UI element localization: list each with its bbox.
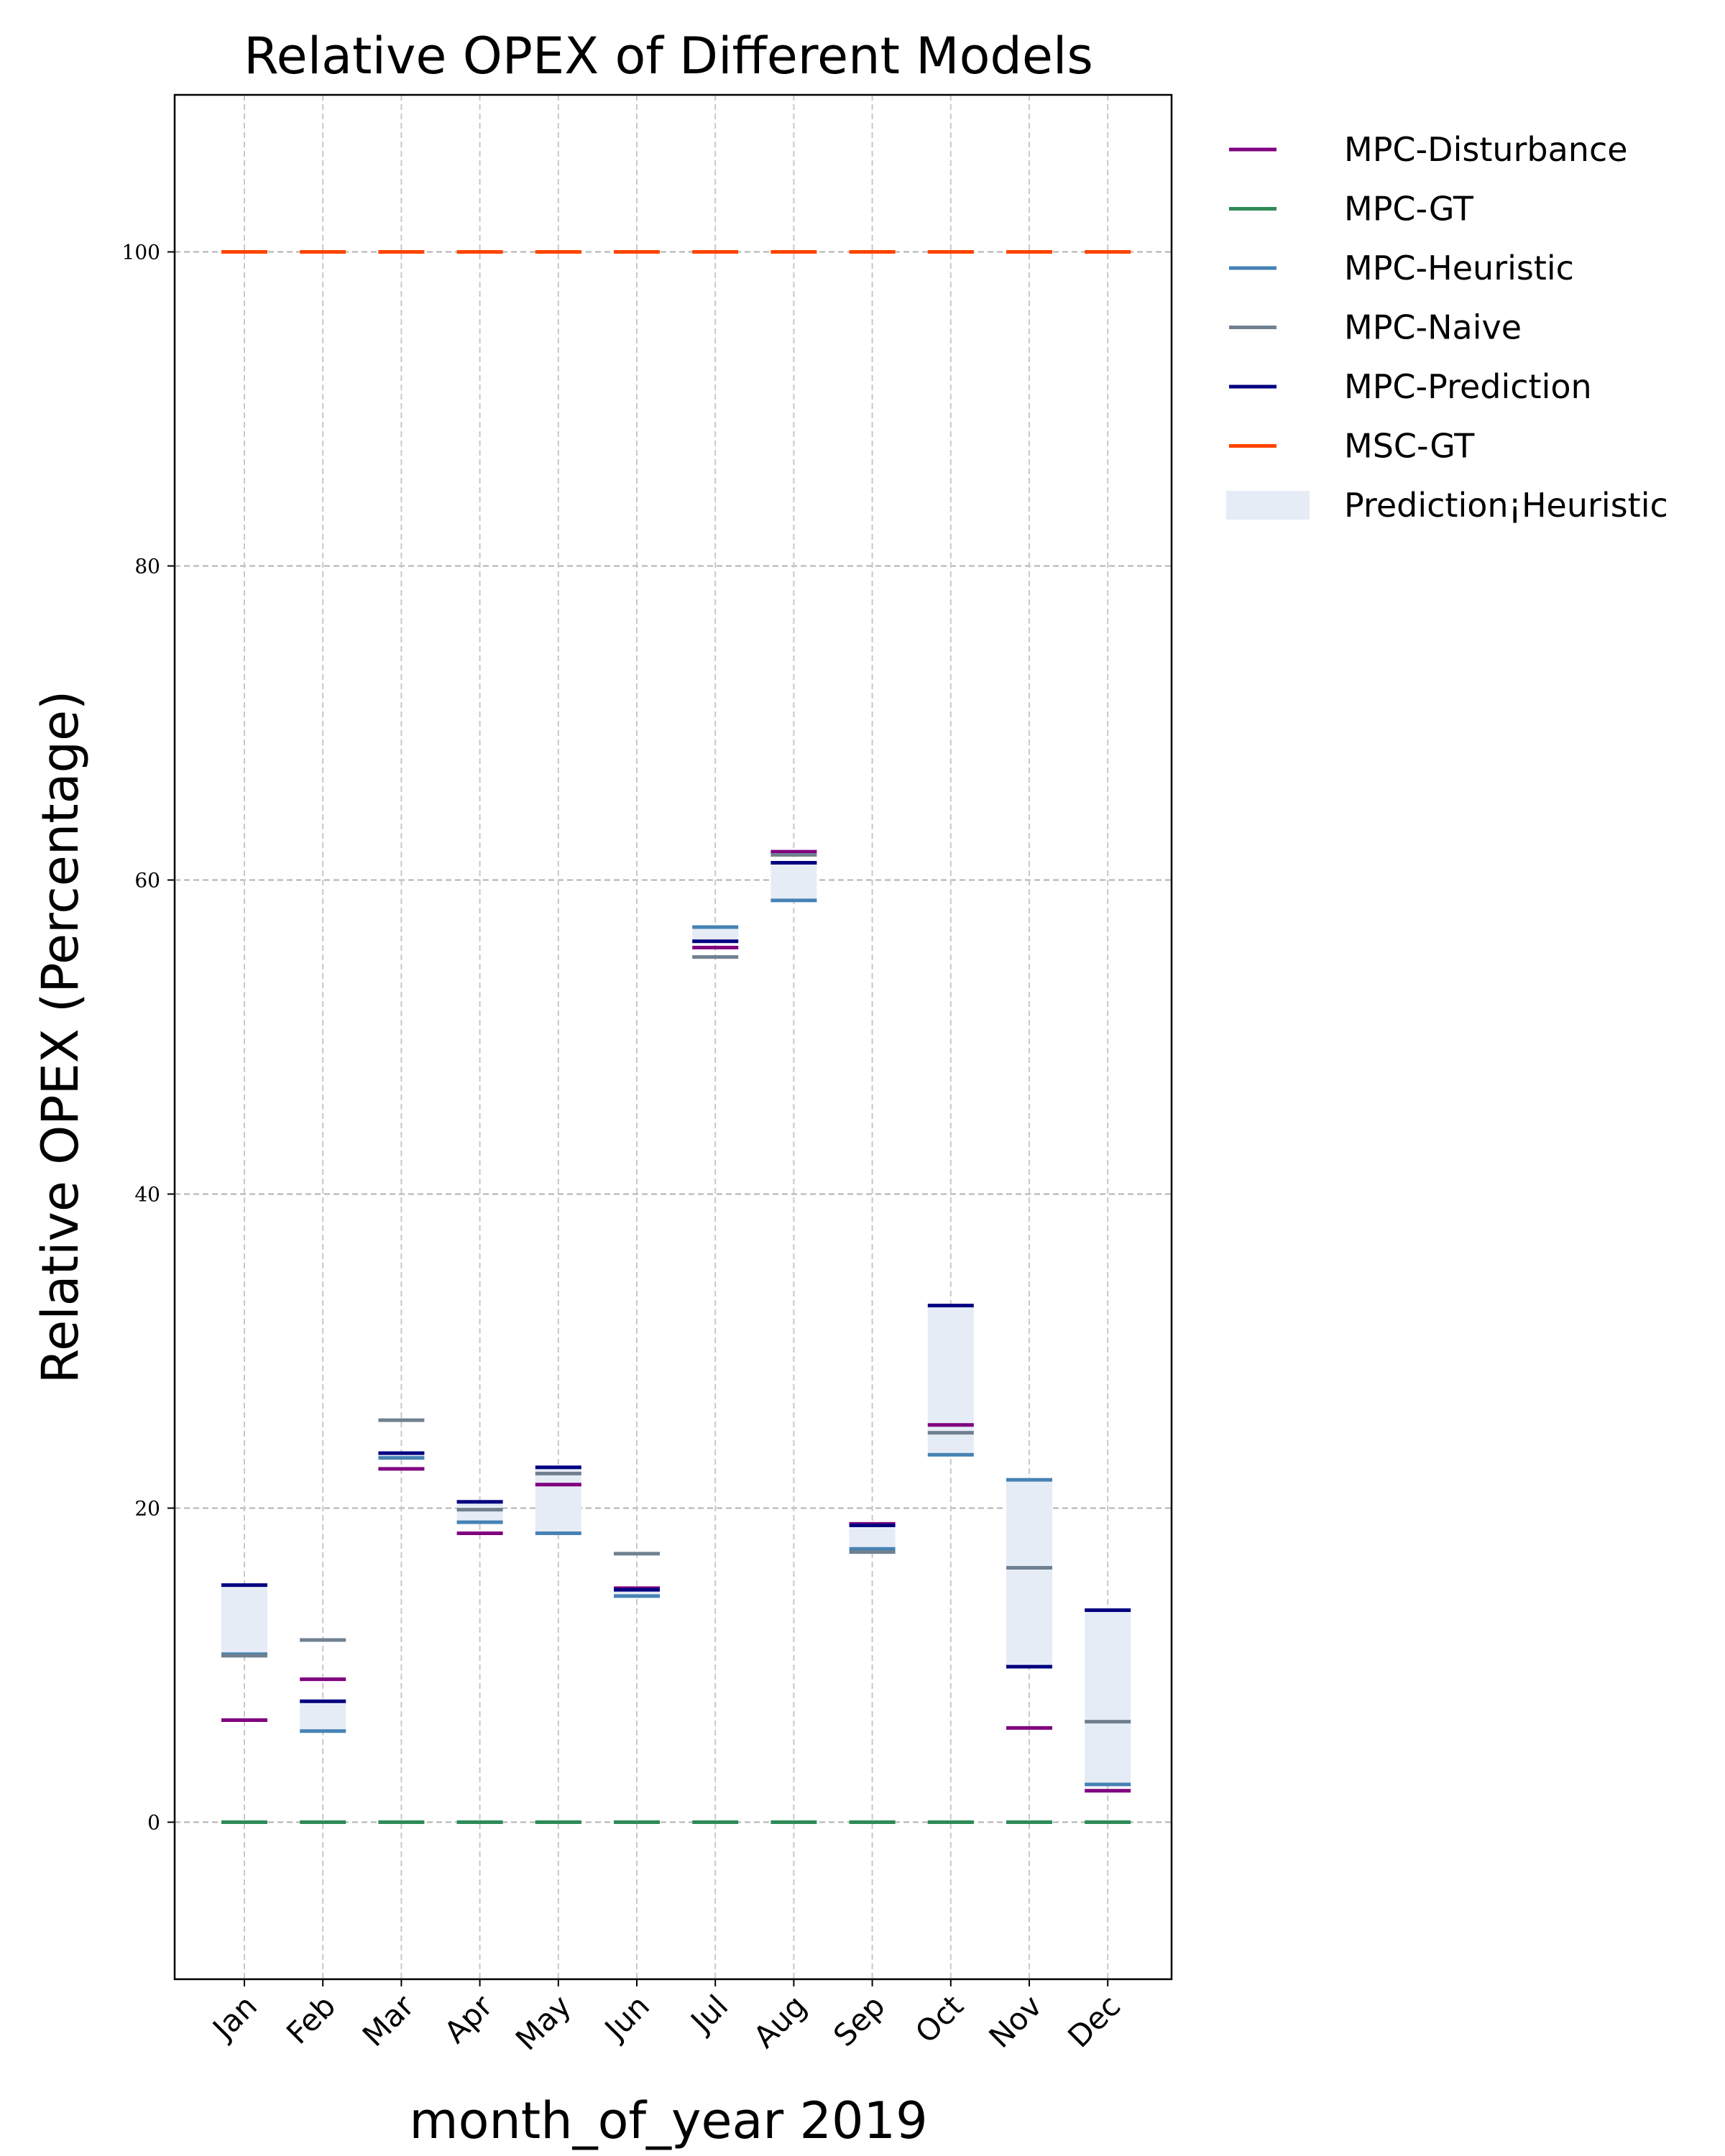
shaded-range-bar bbox=[770, 862, 817, 900]
y-axis-ticks: 0 20 40 60 80 100 bbox=[122, 241, 175, 1835]
shaded-range-bar bbox=[1085, 1610, 1131, 1785]
y-tick-label: 40 bbox=[134, 1183, 160, 1207]
shaded-range-bar bbox=[849, 1525, 896, 1549]
x-tick-label: Apr bbox=[438, 1988, 500, 2050]
shaded-range-bar bbox=[927, 1305, 974, 1455]
x-tick-label: Feb bbox=[280, 1988, 342, 2050]
x-tick-label: Nov bbox=[982, 1988, 1049, 2055]
legend-label-mpc-naive: MPC-Naive bbox=[1344, 308, 1522, 347]
shade-layer bbox=[221, 862, 1131, 1785]
x-tick-label: Aug bbox=[747, 1988, 814, 2055]
legend-label-mpc-gt: MPC-GT bbox=[1344, 190, 1474, 229]
grid-layer bbox=[175, 95, 1172, 1979]
y-tick-label: 60 bbox=[134, 869, 160, 893]
shaded-range-bar bbox=[300, 1701, 346, 1731]
legend-label-shaded-range: Prediction¡Heuristic bbox=[1344, 486, 1668, 525]
legend-label-mpc-prediction: MPC-Prediction bbox=[1344, 367, 1592, 406]
y-tick-label: 80 bbox=[134, 555, 160, 579]
shaded-range-bar bbox=[614, 1590, 660, 1596]
legend-swatch-shaded-range bbox=[1226, 491, 1310, 520]
shaded-range-bar bbox=[692, 927, 739, 941]
y-tick-label: 0 bbox=[147, 1811, 160, 1835]
x-tick-label: Jun bbox=[597, 1988, 656, 2047]
shaded-range-bar bbox=[456, 1501, 503, 1523]
legend: MPC-Disturbance MPC-GT MPC-Heuristic MPC-Na… bbox=[1226, 130, 1668, 525]
legend-label-mpc-heuristic: MPC-Heuristic bbox=[1344, 249, 1574, 287]
x-tick-label: May bbox=[509, 1988, 578, 2057]
x-tick-label: Dec bbox=[1061, 1988, 1127, 2054]
legend-label-mpc-disturbance: MPC-Disturbance bbox=[1344, 130, 1628, 169]
x-tick-label: Jan bbox=[205, 1988, 264, 2047]
x-tick-label: Jul bbox=[683, 1988, 735, 2040]
plot-frame bbox=[173, 93, 1173, 1981]
marks-layer bbox=[221, 250, 1131, 1824]
legend-label-msc-gt: MSC-GT bbox=[1344, 427, 1475, 466]
shaded-range-bar bbox=[378, 1453, 425, 1458]
chart-title: Relative OPEX of Different Models bbox=[244, 27, 1093, 86]
x-tick-label: Mar bbox=[356, 1988, 421, 2053]
x-axis-ticks: Jan Feb Mar Apr May Jun Jul Aug Sep Oct Nov Dec bbox=[205, 1979, 1127, 2057]
x-axis-label: month_of_year 2019 bbox=[409, 2091, 927, 2150]
shaded-range-bar bbox=[535, 1467, 581, 1534]
y-tick-label: 100 bbox=[122, 241, 160, 264]
x-tick-label: Oct bbox=[908, 1988, 970, 2050]
y-tick-label: 20 bbox=[134, 1497, 160, 1521]
x-tick-label: Sep bbox=[827, 1988, 892, 2053]
shaded-range-bar bbox=[221, 1585, 267, 1654]
shaded-range-bar bbox=[1006, 1480, 1052, 1667]
y-axis-label: Relative OPEX (Percentage) bbox=[31, 691, 90, 1384]
